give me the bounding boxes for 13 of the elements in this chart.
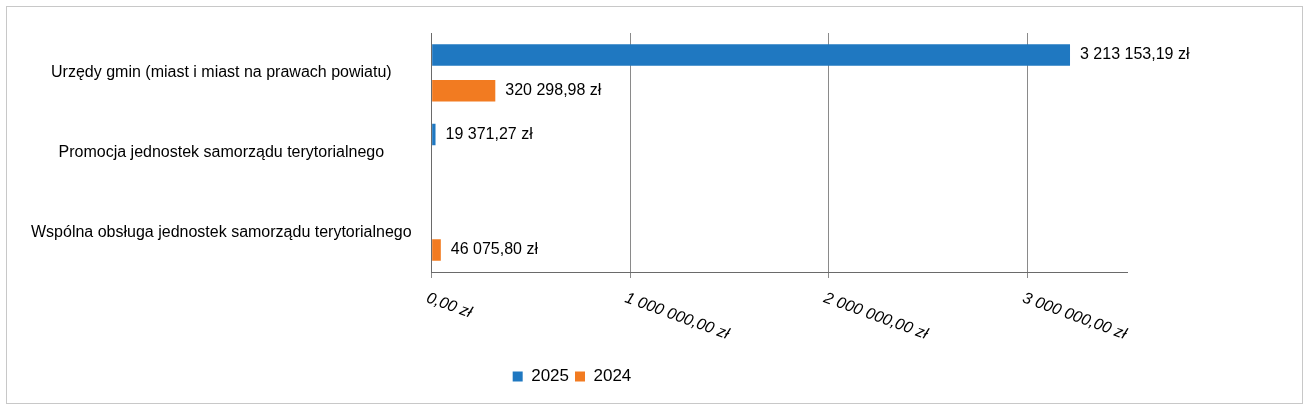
data-label: 320 298,98 zł: [505, 81, 602, 99]
legend-label: 2025: [531, 366, 570, 386]
x-tick-label: 1 000 000,00 zł: [623, 288, 733, 343]
x-tick-label: 3 000 000,00 zł: [1020, 288, 1130, 343]
data-label: 3 213 153,19 zł: [1080, 45, 1190, 63]
y-tick-label: Promocja jednostek samorządu terytorialnego: [58, 142, 385, 160]
y-tick-label: Wspólna obsługa jednostek samorządu terytorialnego: [31, 222, 412, 240]
data-label: 46 075,80 zł: [450, 240, 539, 258]
x-tick-label: 0,00 zł: [424, 288, 475, 321]
data-label: 19 371,27 zł: [445, 124, 534, 142]
legend-label: 2024: [593, 366, 632, 386]
x-tick-label: 2 000 000,00 zł: [820, 288, 931, 343]
y-tick-label: Urzędy gmin (miast i miast na prawach powiatu): [51, 63, 392, 81]
